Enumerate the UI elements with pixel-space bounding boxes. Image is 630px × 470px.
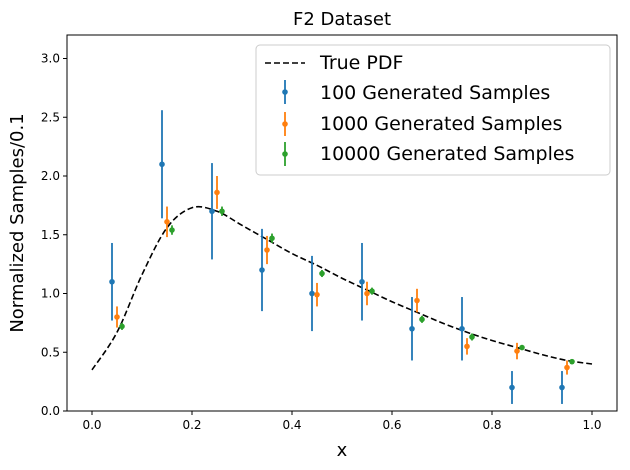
legend-label-series-3: 10000 Generated Samples (320, 143, 574, 165)
series-1-point (109, 278, 115, 285)
chart-title: F2 Dataset (293, 9, 391, 30)
x-tick-label: 1.0 (582, 418, 601, 432)
series-2-point (464, 343, 470, 350)
x-tick-label: 0.4 (282, 418, 301, 432)
legend-label-true-pdf: True PDF (319, 52, 403, 74)
y-tick-label: 1.5 (41, 228, 60, 242)
y-tick-label: 0.0 (41, 404, 60, 418)
series-2-point (164, 219, 170, 225)
series-2-point (514, 348, 520, 354)
axes: 0.0 0.2 0.4 0.6 0.8 1.0 0.0 0.5 1.0 1.5 2.0 2.5 3.0 (41, 34, 618, 432)
axes-frame (66, 34, 618, 412)
legend-label-series-2: 1000 Generated Samples (320, 113, 562, 135)
series-2-point (214, 189, 220, 196)
legend: True PDF 100 Generated Samples 1000 Gene… (255, 44, 611, 176)
y-tick-label: 0.5 (41, 345, 60, 359)
series-1-point (259, 267, 265, 273)
series-3-point (119, 323, 125, 330)
series-2-point (364, 290, 370, 297)
series-1-point (159, 161, 165, 168)
x-tick-label: 0.2 (182, 418, 201, 432)
series-2-point (414, 297, 420, 304)
y-tick-label: 3.0 (41, 52, 60, 66)
true-pdf-line (91, 205, 593, 371)
plot-area (91, 110, 593, 404)
series-3-point (169, 227, 175, 233)
series-3-point (219, 208, 225, 215)
x-tick-label: 0.8 (482, 418, 501, 432)
y-tick-label: 1.0 (41, 287, 60, 301)
series-1-point (509, 384, 515, 391)
series-1-point (559, 384, 565, 391)
series-3-point (269, 235, 275, 242)
series-1-point (459, 325, 465, 332)
y-tick-label: 2.0 (41, 169, 60, 183)
legend-swatch-series-3 (282, 142, 288, 166)
series-1-point (359, 278, 365, 285)
series-2-point (114, 314, 120, 320)
series-3-point (319, 270, 325, 277)
y-axis-label: Normalized Samples/0.1 (7, 113, 28, 332)
y-tick-label: 2.5 (41, 110, 60, 124)
legend-box (255, 44, 611, 176)
legend-label-series-1: 100 Generated Samples (320, 82, 550, 104)
x-tick-label: 0.0 (82, 418, 101, 432)
series-3-point (419, 316, 425, 323)
series-3-point (569, 358, 575, 365)
series-1-point (409, 325, 415, 332)
series-2-point (264, 247, 270, 253)
series-3-point (369, 288, 375, 294)
series-2-point (564, 364, 570, 371)
x-tick-label: 0.6 (382, 418, 401, 432)
legend-swatch-series-1 (282, 80, 288, 104)
series-1-point (309, 290, 315, 297)
series-1-point (209, 208, 215, 215)
series-2-point (314, 291, 320, 298)
legend-swatch-series-2 (282, 112, 288, 136)
series-3-point (519, 344, 525, 351)
series-3-point (469, 334, 475, 340)
x-axis-label: x (337, 440, 348, 461)
